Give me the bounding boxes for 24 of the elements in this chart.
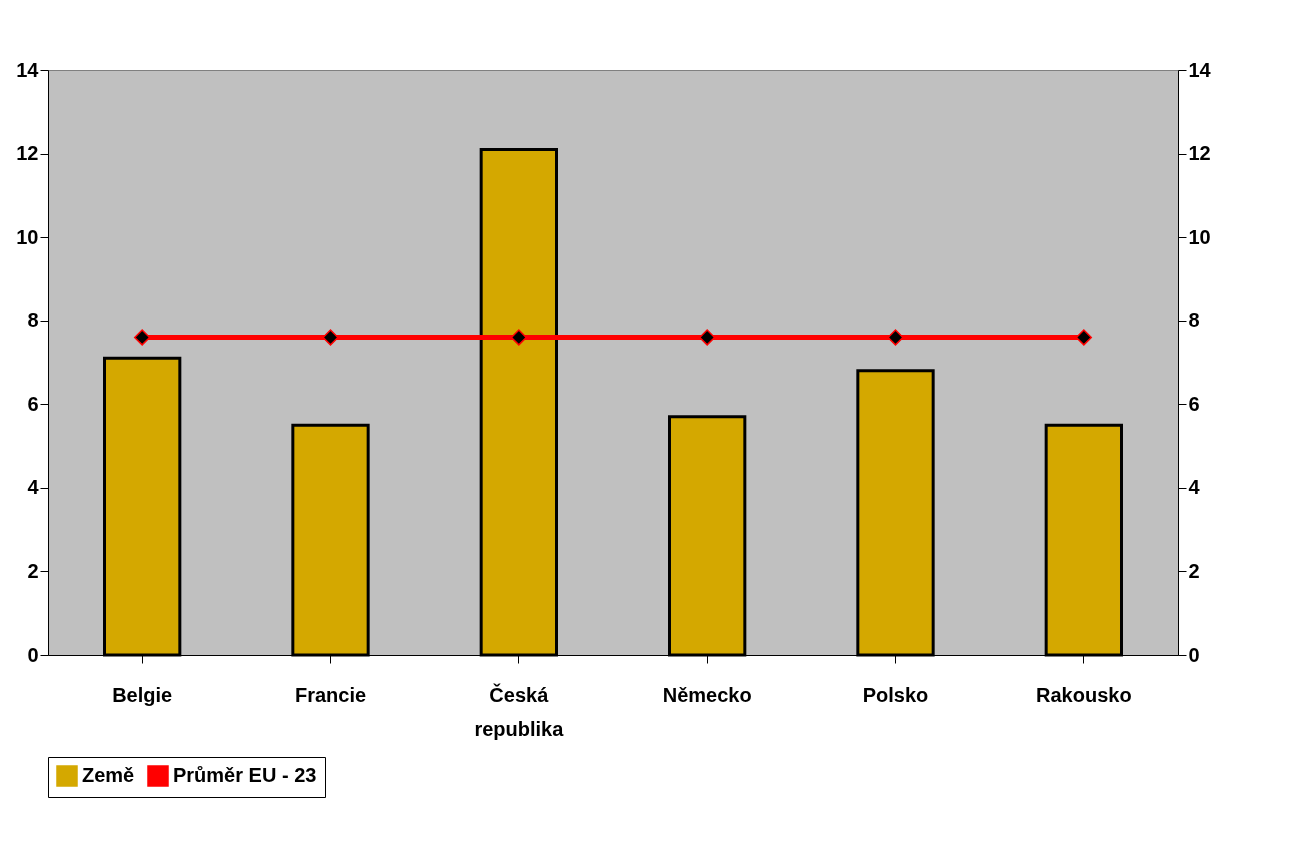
x-tick-label: Česká republika [474,682,565,740]
x-tick-label: Belgie [112,683,173,706]
x-tick-label: Rakousko [1036,683,1132,706]
y-tick-label: 8 [27,309,39,332]
y2-tick-label: 12 [1188,142,1211,165]
y2-tick-label: 8 [1188,309,1200,332]
legend-label: Průměr EU - 23 [173,764,317,786]
y2-tick-label: 2 [1188,559,1200,582]
x-tick-label: Německo [662,683,752,706]
y2-tick-label: 0 [1188,643,1200,666]
y-tick-label: 4 [27,476,40,499]
y2-tick-label: 10 [1188,225,1211,248]
y2-tick-label: 6 [1188,392,1200,415]
x-tick-label: Polsko [862,683,929,706]
y2-tick-label: 4 [1188,476,1201,499]
y2-tick-label: 14 [1188,58,1212,81]
y-tick-label: 0 [27,643,39,666]
x-tick-label: Francie [294,683,367,706]
y-tick-label: 14 [16,58,40,81]
y-tick-label: 6 [27,392,39,415]
legend-label: Země [82,764,135,786]
y-tick-label: 2 [27,559,39,582]
y-tick-label: 12 [16,142,39,165]
y-tick-label: 10 [16,225,39,248]
